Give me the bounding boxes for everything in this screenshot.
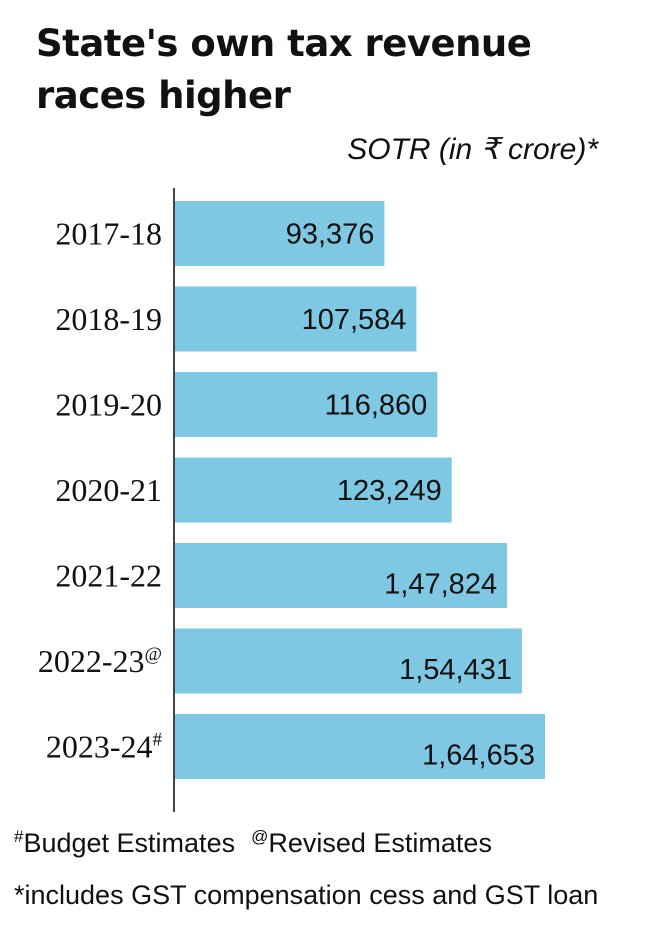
labels-group: 93,376 2017-18 107,584 2018-19 116,860 2019-2… [38,216,535,772]
category-label: 2022-23@ [38,643,162,679]
category-label: 2020-21 [55,472,162,508]
value-label: 116,860 [325,390,428,422]
revised-marker: @ [251,827,269,846]
value-label: 1,64,653 [422,740,535,772]
value-label: 1,54,431 [399,654,512,686]
bar-2022-23 [174,628,522,694]
bar-2019-20 [174,372,438,437]
bars-group [174,201,545,779]
footnote-estimates: #Budget Estimates @Revised Estimates [14,826,492,860]
category-label: 2018-19 [55,301,162,337]
bar-2023-24 [174,714,545,779]
value-label: 107,584 [302,304,407,336]
bar-2018-19 [174,286,417,352]
bar-2021-22 [174,543,508,608]
chart-title: State's own tax revenue races higher [36,18,636,122]
revised-estimates-text: Revised Estimates [268,828,492,858]
budget-marker: # [14,827,24,846]
value-label: 1,47,824 [384,569,497,601]
category-label: 2023-24# [46,729,163,765]
chart-title-line-2: races higher [36,74,291,117]
category-label: 2019-20 [55,387,162,423]
budget-estimates-text: Budget Estimates [23,828,236,858]
value-label: 123,249 [337,475,442,507]
value-label: 93,376 [286,219,375,251]
chart-subtitle: SOTR (in ₹ crore)* [347,133,598,166]
category-label: 2017-18 [55,216,162,252]
bar-2020-21 [174,457,452,523]
bar-2017-18 [174,201,385,266]
footnote-gst: *includes GST compensation cess and GST … [14,880,599,910]
chart-title-line-1: State's own tax revenue [36,22,532,65]
category-label: 2021-22 [55,558,162,594]
